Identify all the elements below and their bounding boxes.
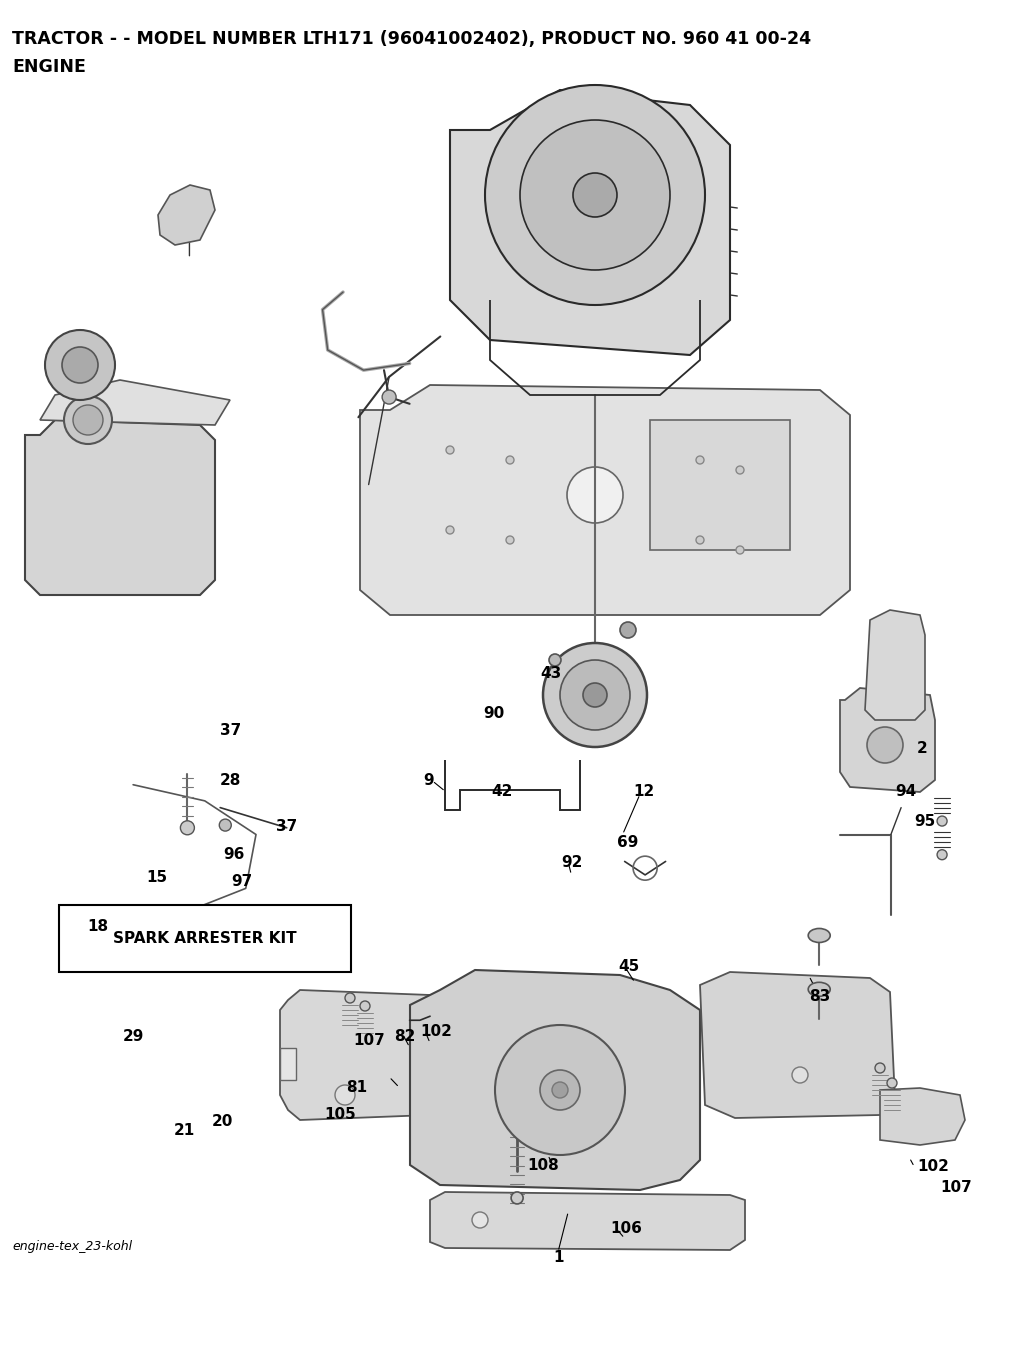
Text: TRACTOR - - MODEL NUMBER LTH171 (96041002402), PRODUCT NO. 960 41 00-24: TRACTOR - - MODEL NUMBER LTH171 (9604100…	[12, 30, 811, 48]
Text: 37: 37	[276, 818, 298, 835]
Circle shape	[867, 727, 903, 763]
Circle shape	[472, 1211, 488, 1228]
Text: 107: 107	[353, 1032, 385, 1049]
Circle shape	[382, 390, 396, 404]
Text: 102: 102	[420, 1023, 452, 1039]
Text: 2: 2	[916, 740, 927, 756]
Polygon shape	[40, 380, 230, 425]
Circle shape	[446, 526, 454, 534]
Text: 12: 12	[633, 783, 654, 800]
Text: engine-tex_23-kohl: engine-tex_23-kohl	[12, 1240, 132, 1253]
Text: 1: 1	[553, 1249, 563, 1265]
Text: 102: 102	[918, 1159, 949, 1175]
Circle shape	[567, 467, 623, 524]
Text: 105: 105	[325, 1106, 356, 1123]
Bar	[59, 905, 351, 972]
Polygon shape	[410, 970, 700, 1190]
Text: 42: 42	[492, 783, 513, 800]
Text: 82: 82	[394, 1028, 416, 1044]
Circle shape	[335, 1085, 355, 1105]
Text: 90: 90	[483, 705, 505, 721]
Text: 108: 108	[527, 1158, 559, 1174]
Text: 37: 37	[220, 723, 242, 739]
Circle shape	[73, 405, 103, 435]
Circle shape	[540, 1070, 580, 1110]
Polygon shape	[700, 972, 895, 1119]
Circle shape	[887, 1078, 897, 1088]
Circle shape	[696, 456, 705, 464]
Polygon shape	[840, 688, 935, 791]
Text: 83: 83	[809, 988, 830, 1004]
Circle shape	[506, 536, 514, 544]
Circle shape	[63, 396, 112, 444]
Polygon shape	[280, 991, 435, 1120]
Circle shape	[520, 120, 670, 271]
Ellipse shape	[808, 983, 830, 996]
Circle shape	[549, 654, 561, 666]
Text: 94: 94	[895, 783, 916, 800]
Text: 97: 97	[231, 874, 253, 890]
Text: 28: 28	[220, 773, 242, 789]
Text: 69: 69	[617, 835, 639, 851]
Text: 43: 43	[541, 665, 562, 681]
Circle shape	[45, 330, 115, 400]
Text: ENGINE: ENGINE	[12, 58, 86, 75]
Text: 21: 21	[174, 1123, 196, 1139]
Circle shape	[219, 820, 231, 830]
Text: 29: 29	[123, 1028, 144, 1044]
Circle shape	[180, 821, 195, 835]
Circle shape	[446, 446, 454, 454]
Circle shape	[583, 682, 607, 707]
Text: 81: 81	[346, 1079, 368, 1096]
Polygon shape	[158, 184, 215, 245]
Text: 96: 96	[223, 847, 245, 863]
Circle shape	[552, 1082, 568, 1098]
Circle shape	[543, 643, 647, 747]
Circle shape	[97, 923, 108, 934]
Circle shape	[360, 1001, 370, 1011]
Circle shape	[345, 993, 355, 1003]
Circle shape	[495, 1026, 625, 1155]
Text: 45: 45	[618, 958, 640, 975]
Circle shape	[511, 1193, 523, 1203]
Text: 15: 15	[146, 870, 168, 886]
Circle shape	[874, 1063, 885, 1073]
Circle shape	[937, 849, 947, 860]
Circle shape	[506, 456, 514, 464]
Circle shape	[792, 1067, 808, 1084]
Circle shape	[573, 174, 617, 217]
Polygon shape	[360, 385, 850, 615]
Circle shape	[62, 347, 98, 384]
Text: 92: 92	[561, 855, 583, 871]
Ellipse shape	[808, 929, 830, 942]
Polygon shape	[450, 90, 730, 355]
Text: SPARK ARRESTER KIT: SPARK ARRESTER KIT	[114, 930, 297, 946]
Circle shape	[736, 546, 744, 555]
Text: 107: 107	[940, 1179, 972, 1195]
Text: 95: 95	[914, 813, 936, 829]
Polygon shape	[430, 1193, 745, 1250]
Polygon shape	[280, 1049, 296, 1079]
Circle shape	[937, 816, 947, 826]
Circle shape	[736, 466, 744, 474]
Text: 106: 106	[610, 1221, 642, 1237]
Bar	[650, 420, 790, 551]
Text: 20: 20	[212, 1113, 233, 1129]
Polygon shape	[25, 420, 215, 595]
Circle shape	[560, 660, 630, 730]
Polygon shape	[880, 1088, 965, 1145]
Circle shape	[620, 622, 636, 638]
Polygon shape	[865, 610, 925, 720]
Text: 18: 18	[87, 918, 109, 934]
Circle shape	[485, 85, 705, 306]
Text: 9: 9	[423, 773, 433, 789]
Circle shape	[696, 536, 705, 544]
